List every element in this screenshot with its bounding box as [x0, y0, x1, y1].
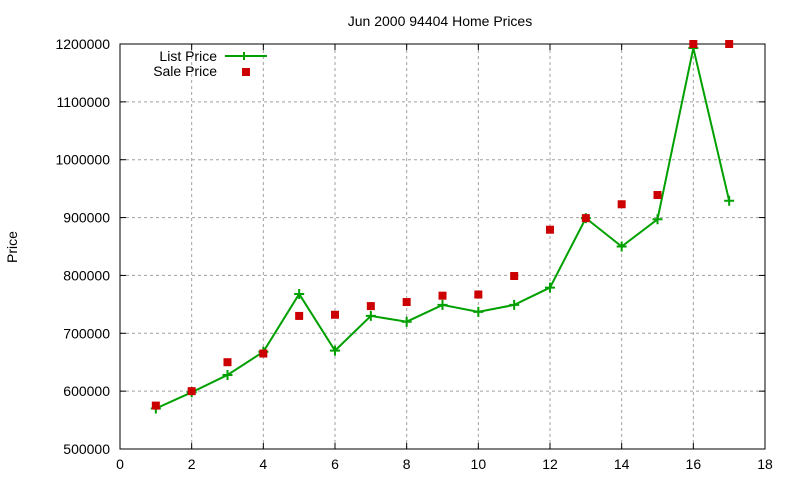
- y-tick-label: 500000: [63, 441, 110, 457]
- x-tick-label: 8: [403, 456, 411, 472]
- y-axis-label: Price: [4, 231, 20, 263]
- sale-price-marker: [223, 358, 232, 367]
- legend-label-sale-price: Sale Price: [153, 63, 217, 79]
- sale-price-marker: [474, 290, 483, 299]
- y-tick-label: 1100000: [57, 94, 111, 110]
- x-tick-label: 2: [188, 456, 196, 472]
- legend-square-marker-icon: [242, 68, 250, 76]
- x-tick-label: 10: [471, 456, 487, 472]
- sale-price-marker: [366, 302, 375, 311]
- sale-price-marker: [438, 291, 447, 300]
- y-tick-label: 900000: [63, 210, 110, 226]
- chart-title: Jun 2000 94404 Home Prices: [348, 13, 532, 29]
- sale-price-marker: [295, 311, 304, 320]
- plus-marker-icon: [222, 369, 233, 380]
- x-tick-label: 4: [259, 456, 267, 472]
- plus-marker-icon: [294, 288, 305, 299]
- sale-price-marker: [151, 401, 160, 410]
- sale-price-marker: [402, 298, 411, 307]
- x-tick-label: 0: [116, 456, 124, 472]
- data-series: [150, 40, 735, 414]
- plus-marker-icon: [545, 282, 555, 293]
- x-tick-label: 16: [686, 456, 702, 472]
- plus-marker-icon: [473, 306, 484, 317]
- sale-price-marker: [653, 191, 662, 200]
- legend: List Price Sale Price: [153, 48, 267, 79]
- sale-price-marker: [689, 40, 698, 48]
- sale-price-marker: [725, 40, 734, 48]
- sale-price-marker: [259, 349, 268, 358]
- grid-lines: [120, 44, 765, 449]
- x-tick-label: 18: [757, 456, 773, 472]
- sale-price-marker: [581, 214, 590, 223]
- x-tick-label: 6: [331, 456, 339, 472]
- plus-marker-icon: [330, 345, 340, 356]
- plus-marker-icon: [509, 299, 520, 310]
- sale-price-marker: [187, 387, 196, 396]
- y-tick-label: 1200000: [55, 36, 110, 52]
- sale-price-marker: [510, 272, 519, 281]
- sale-price-marker: [546, 225, 554, 234]
- plus-marker-icon: [437, 299, 448, 310]
- plus-marker-icon: [616, 241, 627, 252]
- x-tick-label: 14: [614, 456, 630, 472]
- legend-label-list-price: List Price: [159, 48, 217, 64]
- plot-border: [119, 43, 766, 450]
- plus-marker-icon: [652, 214, 663, 225]
- plus-marker-icon: [401, 316, 412, 327]
- plus-marker-icon: [724, 195, 735, 206]
- plus-marker-icon: [365, 310, 376, 321]
- x-tick-label: 12: [542, 456, 558, 472]
- sale-price-marker: [617, 200, 626, 209]
- axes: 0 2 4 6 8 10 12 14 16 18 500000 600000 700000 800000 9…: [55, 36, 773, 472]
- y-tick-label: 1000000: [55, 152, 110, 168]
- y-tick-label: 700000: [63, 325, 110, 341]
- y-tick-label: 800000: [63, 267, 110, 283]
- sale-price-marker: [331, 310, 339, 319]
- legend-plus-marker-icon: [240, 52, 248, 60]
- y-tick-label: 600000: [63, 383, 110, 399]
